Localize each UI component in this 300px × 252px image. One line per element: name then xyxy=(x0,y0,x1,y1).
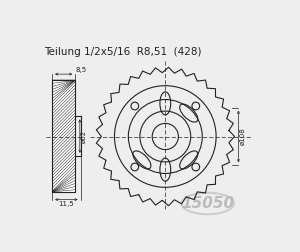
Text: ø108: ø108 xyxy=(239,128,245,145)
Text: 15050: 15050 xyxy=(181,196,234,211)
Bar xyxy=(52,80,75,192)
Text: Teilung 1/2x5/16  R8,51  (428): Teilung 1/2x5/16 R8,51 (428) xyxy=(44,47,202,57)
Text: 11,5: 11,5 xyxy=(58,201,74,207)
Text: ø62: ø62 xyxy=(81,130,87,143)
Text: 8,5: 8,5 xyxy=(76,67,87,73)
